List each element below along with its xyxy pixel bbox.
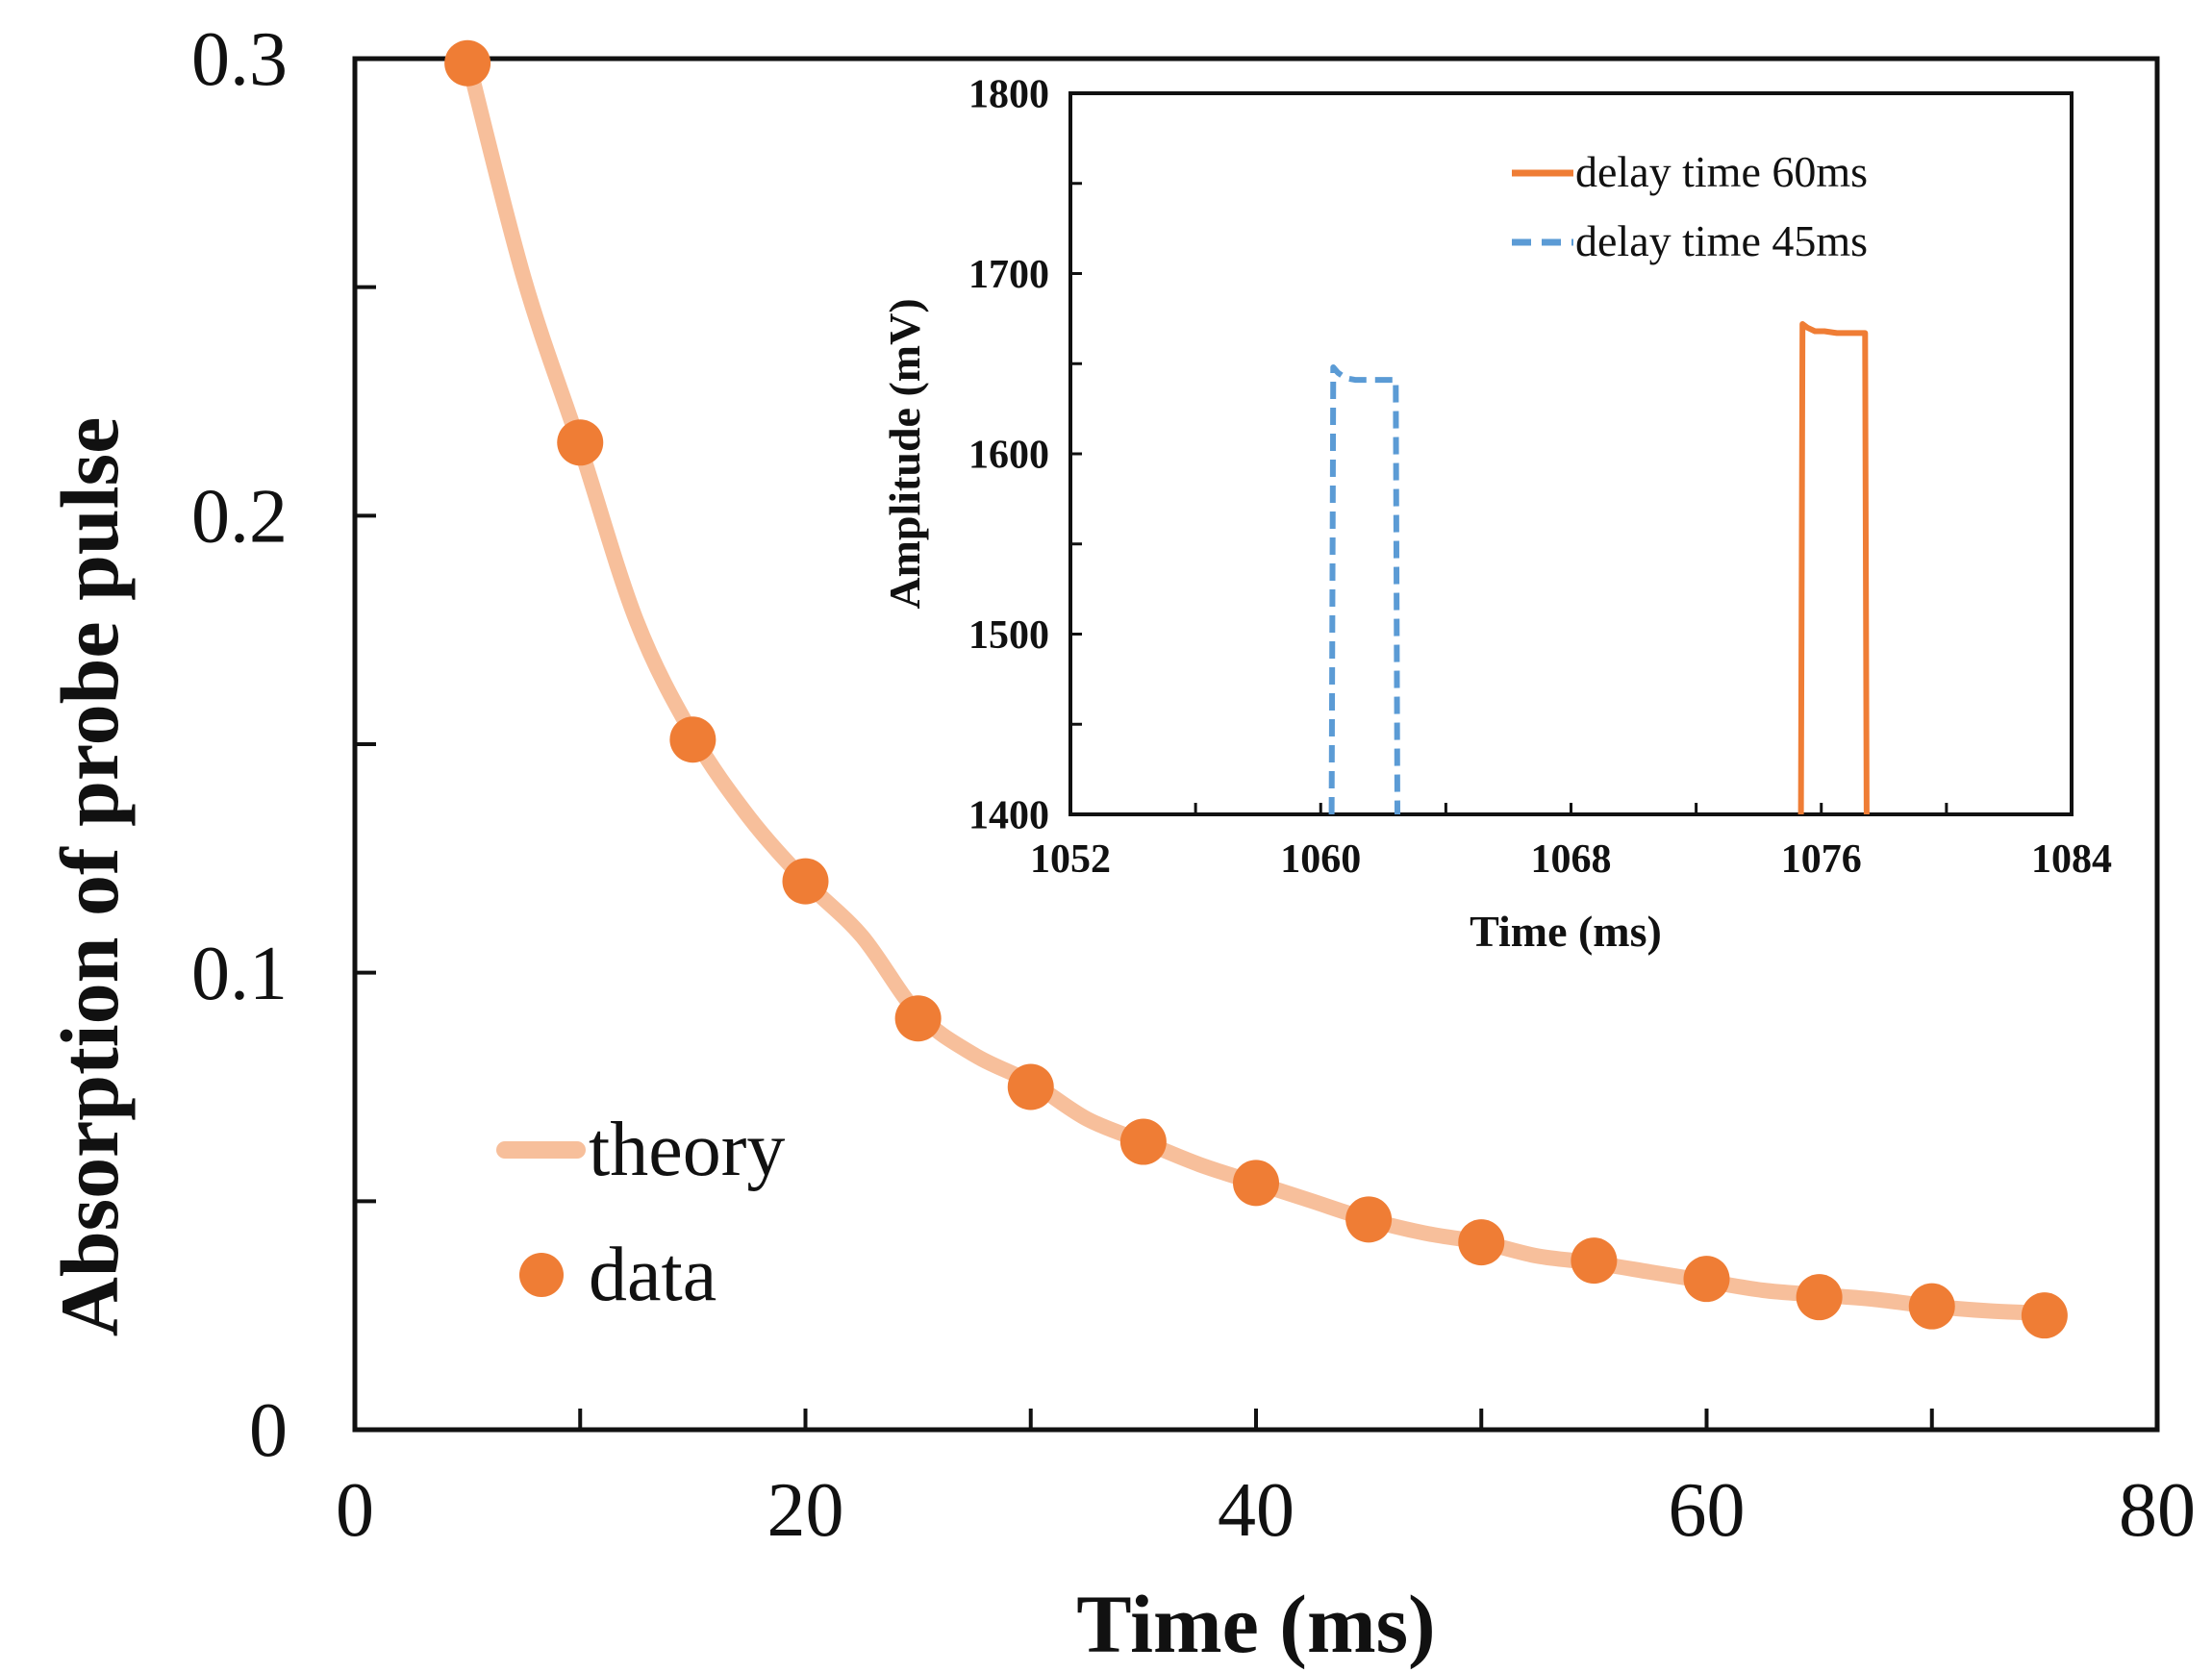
data-point	[444, 39, 491, 87]
main-y-tick-label: 0	[249, 1388, 288, 1473]
main-x-tick-label: 20	[767, 1468, 844, 1553]
inset-x-tick-label: 1076	[1781, 837, 1862, 882]
inset-x-tick-label: 1060	[1280, 837, 1361, 882]
main-x-tick-labels: 0 20 40 60 80	[336, 1468, 2196, 1553]
inset-x-tick-label: 1068	[1531, 837, 1612, 882]
inset-series-60ms	[1797, 321, 1870, 815]
inset-legend-label-45ms: delay time 45ms	[1575, 216, 1868, 265]
main-y-ticks	[355, 57, 376, 1432]
data-point	[782, 858, 829, 905]
inset-series	[1328, 321, 1870, 815]
data-point	[1571, 1237, 1618, 1285]
legend-swatch-data	[519, 1253, 564, 1297]
inset-y-ticks	[1070, 91, 1082, 816]
main-x-tick-label: 0	[336, 1468, 374, 1553]
data-point	[1683, 1256, 1730, 1303]
main-x-tick-label: 60	[1669, 1468, 1746, 1553]
main-x-ticks	[353, 1409, 2159, 1430]
main-legend: theory data	[496, 1108, 785, 1317]
main-series	[444, 39, 2068, 1339]
main-y-tick-labels: 0 0.1 0.2 0.3	[191, 17, 288, 1473]
inset-y-tick-label: 1500	[968, 613, 1049, 658]
data-point	[669, 716, 716, 763]
inset-y-tick-label: 1700	[968, 253, 1049, 297]
main-y-tick-label: 0.3	[191, 17, 288, 102]
inset-x-ticks	[1068, 803, 2074, 814]
inset-plot-frame	[1068, 91, 2074, 816]
main-y-tick-label: 0.1	[191, 932, 288, 1016]
data-point	[1119, 1118, 1167, 1165]
inset-series-45ms	[1328, 364, 1400, 815]
data-point	[1796, 1274, 1843, 1321]
inset-y-tick-label: 1600	[968, 433, 1049, 477]
inset-legend-label-60ms: delay time 60ms	[1575, 147, 1868, 196]
inset-x-tick-label: 1084	[2031, 837, 2112, 882]
main-y-tick-label: 0.2	[191, 475, 288, 560]
inset-chart: 1052 1060 1068 1076 1084 1400 1500 1600 1700 180…	[880, 72, 2112, 956]
main-y-axis-title: Absorption of probe pulse	[43, 417, 136, 1337]
inset-y-axis-title: Amplitude (mV)	[880, 298, 929, 609]
data-point	[1345, 1196, 1393, 1243]
data-point	[557, 419, 604, 466]
data-point	[2021, 1292, 2068, 1339]
inset-x-tick-labels: 1052 1060 1068 1076 1084	[1030, 837, 2112, 882]
inset-x-axis-title: Time (ms)	[1470, 907, 1662, 956]
data-point	[1458, 1219, 1505, 1266]
inset-legend: delay time 60ms delay time 45ms	[1512, 147, 1868, 265]
inset-y-tick-labels: 1400 1500 1600 1700 1800	[968, 72, 1049, 837]
main-x-axis-title: Time (ms)	[1076, 1578, 1435, 1670]
data-point	[1233, 1160, 1279, 1207]
data-point	[1007, 1063, 1054, 1111]
inset-y-tick-label: 1400	[968, 793, 1049, 837]
main-x-tick-label: 40	[1218, 1468, 1295, 1553]
data-point	[894, 995, 942, 1042]
main-x-tick-label: 80	[2119, 1468, 2196, 1553]
legend-label-data: data	[589, 1233, 716, 1317]
legend-label-theory: theory	[589, 1108, 785, 1192]
inset-x-tick-label: 1052	[1030, 837, 1111, 882]
inset-y-tick-label: 1800	[968, 72, 1049, 116]
data-point	[1908, 1283, 1955, 1330]
